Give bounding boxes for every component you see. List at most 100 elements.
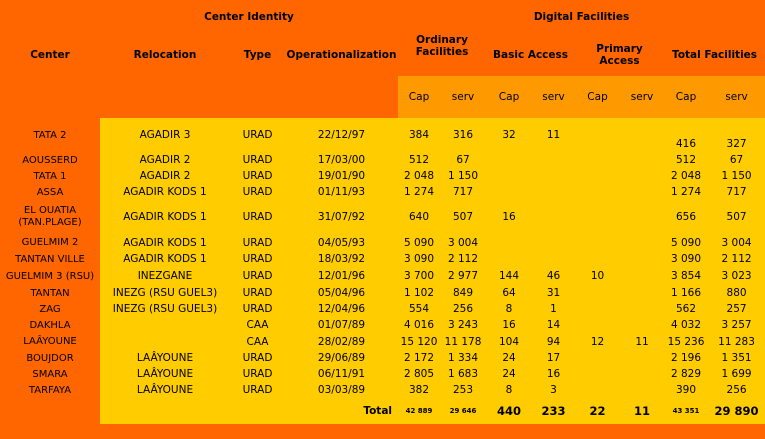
primary-serv-cell xyxy=(620,234,665,251)
primary-cap-cell xyxy=(575,184,621,200)
total-spacer xyxy=(0,398,100,424)
total-cap-cell: 562 xyxy=(664,301,709,317)
total-serv-cell: 880 xyxy=(708,285,765,301)
primary-serv-cell xyxy=(620,301,665,317)
center-cell: TATA 2 xyxy=(0,118,100,152)
basic-cap-cell: 104 xyxy=(486,333,533,350)
total-cap-cell: 5 090 xyxy=(664,234,709,251)
basic-serv-cell: 11 xyxy=(532,118,576,152)
primary-cap-cell: 12 xyxy=(575,333,621,350)
relocation-cell xyxy=(100,333,230,350)
ordinary-cap-cell: 384 xyxy=(398,118,441,152)
table-row: TANTAN VILLE AGADIR KODS 1 URAD 18/03/92 3 0… xyxy=(0,251,765,267)
total-cap-cell: 512 xyxy=(664,152,709,168)
basic-serv-cell: 14 xyxy=(532,317,576,333)
table-row: TARFAYA LAÂYOUNE URAD 03/03/89 382 253 8 3 390 25… xyxy=(0,382,765,398)
total-cap-cell: 1 274 xyxy=(664,184,709,200)
type-cell: URAD xyxy=(230,152,285,168)
type-cell: URAD xyxy=(230,366,285,382)
type-cell: URAD xyxy=(230,118,285,152)
ordinary-cap-cell: 640 xyxy=(398,200,441,234)
total-cap-cell: 2 048 xyxy=(664,168,709,184)
primary-serv-cell xyxy=(620,251,665,267)
type-cell: URAD xyxy=(230,200,285,234)
total-primary-serv: 11 xyxy=(620,398,665,424)
primary-serv-cell xyxy=(620,317,665,333)
primary-cap-cell xyxy=(575,200,621,234)
subheader-spacer-center xyxy=(0,76,100,118)
left-header-spacer xyxy=(0,0,100,34)
relocation-cell: INEZGANE xyxy=(100,267,230,285)
relocation-cell: INEZG (RSU GUEL3) xyxy=(100,285,230,301)
relocation-cell: AGADIR 3 xyxy=(100,118,230,152)
total-facilities-cap: 43 351 xyxy=(664,398,709,424)
primary-serv-cell xyxy=(620,200,665,234)
center-cell: TARFAYA xyxy=(0,382,100,398)
ordinary-cap-cell: 2 048 xyxy=(398,168,441,184)
basic-cap-cell: 64 xyxy=(486,285,533,301)
primary-serv-cell xyxy=(620,168,665,184)
type-cell: URAD xyxy=(230,267,285,285)
center-cell: GUELMIM 2 xyxy=(0,234,100,251)
primary-serv-cell xyxy=(620,382,665,398)
ordinary-serv-cell: 2 112 xyxy=(440,251,487,267)
relocation-cell: AGADIR KODS 1 xyxy=(100,200,230,234)
operationalization-column-header: Operationalization xyxy=(285,34,399,76)
ordinary-cap-cell: 2 805 xyxy=(398,366,441,382)
primary-cap-cell: 10 xyxy=(575,267,621,285)
relocation-cell: INEZG (RSU GUEL3) xyxy=(100,301,230,317)
total-serv-cell: 1 699 xyxy=(708,366,765,382)
type-cell: URAD xyxy=(230,382,285,398)
center-cell: LAÂYOUNE xyxy=(0,333,100,350)
operationalization-cell: 29/06/89 xyxy=(285,350,399,366)
basic-serv-cell xyxy=(532,152,576,168)
operationalization-cell: 12/01/96 xyxy=(285,267,399,285)
primary-cap-cell xyxy=(575,152,621,168)
primary-cap-cell xyxy=(575,118,621,152)
primary-cap-cell xyxy=(575,168,621,184)
table-row: ZAG INEZG (RSU GUEL3) URAD 12/04/96 554 256 8 1… xyxy=(0,301,765,317)
total-cap-cell: 2 829 xyxy=(664,366,709,382)
basic-cap-cell xyxy=(486,152,533,168)
total-serv-cell: 2 112 xyxy=(708,251,765,267)
ordinary-cap-cell: 382 xyxy=(398,382,441,398)
relocation-cell: AGADIR 2 xyxy=(100,152,230,168)
primary-serv-cell xyxy=(620,267,665,285)
primary-serv-cell xyxy=(620,350,665,366)
ordinary-cap-cell: 1 274 xyxy=(398,184,441,200)
ordinary-serv-cell: 507 xyxy=(440,200,487,234)
operationalization-cell: 03/03/89 xyxy=(285,382,399,398)
total-cap-cell: 416 xyxy=(664,118,709,152)
type-cell: CAA xyxy=(230,333,285,350)
total-basic-serv: 233 xyxy=(532,398,576,424)
total-row: Total 42 889 29 646 440 233 22 11 43 351… xyxy=(0,398,765,424)
type-cell: CAA xyxy=(230,317,285,333)
center-cell: DAKHLA xyxy=(0,317,100,333)
total-cap-cell: 2 196 xyxy=(664,350,709,366)
table-row: GUELMIM 3 (RSU) INEZGANE URAD 12/01/96 3 700… xyxy=(0,267,765,285)
primary-cap-cell xyxy=(575,350,621,366)
total-cap-cell: 15 236 xyxy=(664,333,709,350)
ordinary-cap-cell: 554 xyxy=(398,301,441,317)
basic-serv-cell: 31 xyxy=(532,285,576,301)
primary-serv-cell xyxy=(620,366,665,382)
total-cap-cell: 656 xyxy=(664,200,709,234)
total-basic-cap: 440 xyxy=(486,398,533,424)
relocation-column-header: Relocation xyxy=(100,34,230,76)
operationalization-cell: 17/03/00 xyxy=(285,152,399,168)
center-cell: GUELMIM 3 (RSU) xyxy=(0,267,100,285)
ordinary-cap-cell: 3 090 xyxy=(398,251,441,267)
ordinary-serv-cell: 316 xyxy=(440,118,487,152)
primary-cap-cell xyxy=(575,234,621,251)
basic-cap-cell xyxy=(486,234,533,251)
table-row: TATA 1 AGADIR 2 URAD 19/01/90 2 048 1 150 2 04… xyxy=(0,168,765,184)
basic-cap-cell: 24 xyxy=(486,350,533,366)
digital-facilities-header: Digital Facilities xyxy=(398,0,765,34)
ordinary-serv-cell: 2 977 xyxy=(440,267,487,285)
table-row: TANTAN INEZG (RSU GUEL3) URAD 05/04/96 1 102… xyxy=(0,285,765,301)
center-cell: AOUSSERD xyxy=(0,152,100,168)
primary-cap-cell xyxy=(575,301,621,317)
primary-serv-cell xyxy=(620,184,665,200)
center-identity-header: Center Identity xyxy=(100,0,399,34)
basic-serv-cell xyxy=(532,168,576,184)
